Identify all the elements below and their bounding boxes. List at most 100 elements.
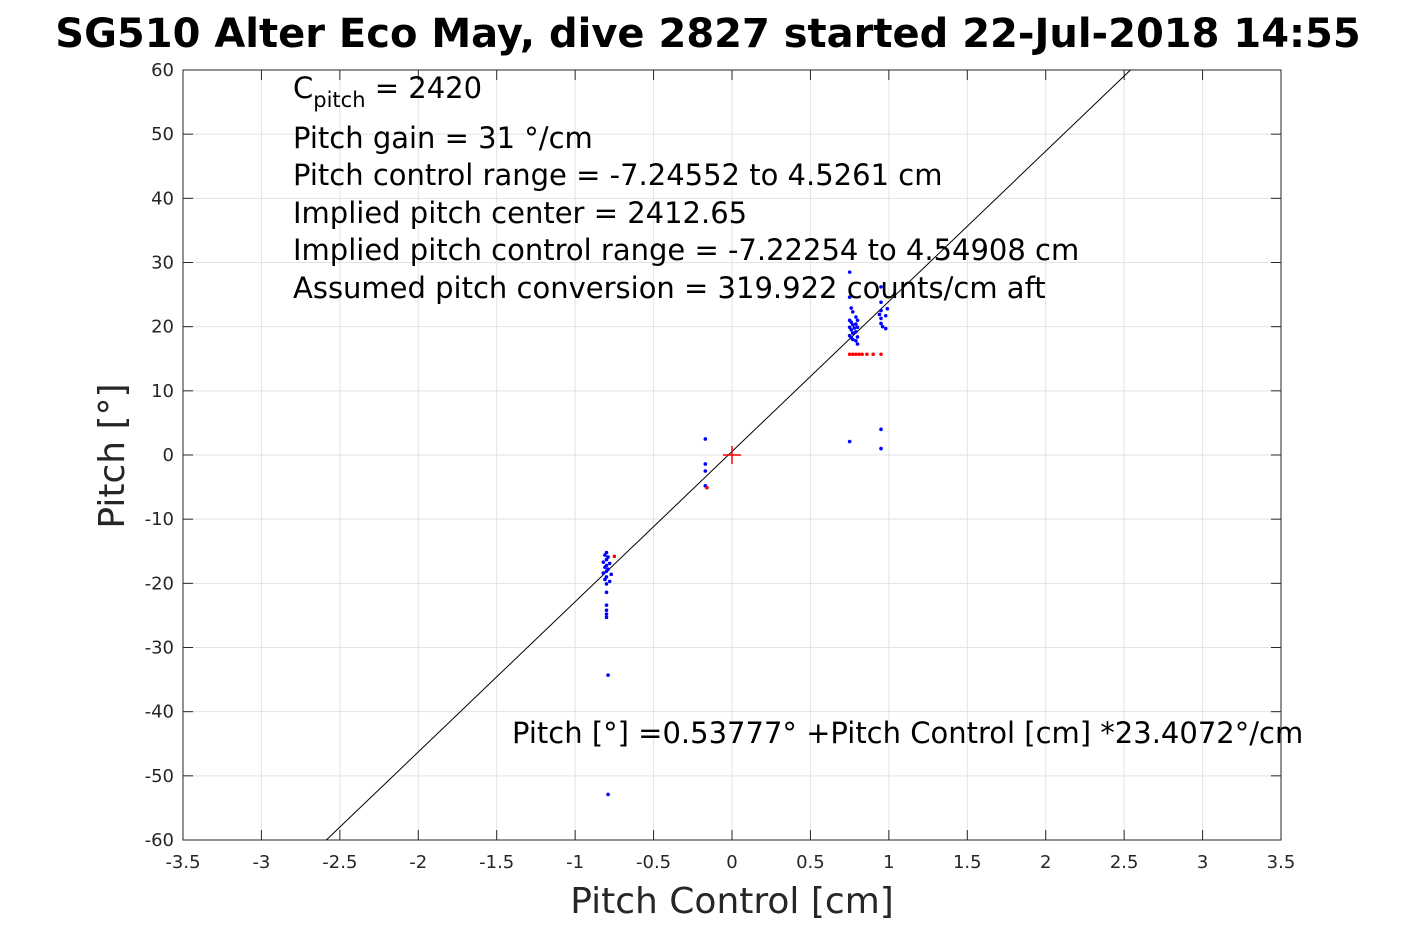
data-point (879, 285, 883, 289)
data-point (879, 352, 883, 357)
axis-ticks: -3.5 -3 -2.5 -2 -1.5 -1 -0.5 0 0.5 1 1.5 2 2.5 3 3.5 -6… (145, 60, 1296, 873)
data-point (847, 270, 852, 274)
x-tick-label: 2 (1040, 852, 1051, 873)
data-point (604, 612, 609, 616)
y-tick-label: -50 (145, 766, 174, 787)
data-point (879, 446, 883, 451)
data-point (703, 462, 708, 466)
c-pitch-value: = 2420 (366, 71, 483, 105)
data-point (852, 326, 857, 330)
data-point (855, 325, 860, 330)
data-point (883, 326, 888, 331)
data-point (703, 437, 708, 441)
x-tick-label: -1 (566, 852, 584, 873)
data-point (607, 579, 612, 584)
data-point (857, 352, 861, 357)
data-point (606, 792, 610, 797)
pitch-control-range-annotation: Pitch control range = -7.24552 to 4.5261… (293, 158, 942, 192)
data-point (847, 295, 852, 299)
data-point (879, 427, 883, 432)
data-point (855, 335, 860, 339)
y-tick-label: 30 (151, 253, 174, 274)
y-tick-label: -30 (145, 638, 174, 659)
data-point (865, 352, 869, 357)
x-tick-label: -0.5 (636, 852, 671, 873)
data-point (604, 590, 609, 595)
x-tick-label: 1 (883, 852, 894, 873)
data-point (601, 560, 606, 564)
x-tick-label: 3 (1197, 852, 1208, 873)
x-tick-label: 0.5 (796, 852, 825, 873)
grid (182, 69, 1282, 841)
x-tick-label: -2 (409, 852, 427, 873)
data-point (879, 321, 883, 326)
x-tick-label: 2.5 (1110, 852, 1139, 873)
c-pitch-annotation: Cpitch = 2420 (293, 71, 482, 112)
data-point (603, 553, 607, 557)
data-point (606, 673, 610, 677)
data-point (603, 577, 607, 582)
data-points (601, 270, 890, 797)
data-point (879, 316, 883, 321)
data-point (854, 338, 858, 343)
y-tick-label: -10 (145, 509, 174, 530)
data-point (849, 328, 854, 332)
data-point (860, 352, 864, 357)
y-tick-label: -60 (145, 830, 174, 851)
data-point (883, 313, 888, 318)
x-tick-label: -2.5 (322, 852, 357, 873)
x-tick-label: 1.5 (953, 852, 982, 873)
data-point (603, 565, 607, 570)
data-point (604, 603, 609, 607)
data-point (850, 331, 855, 335)
data-point (847, 439, 852, 444)
data-point (604, 569, 609, 573)
data-point (604, 557, 609, 562)
implied-pitch-control-range-annotation: Implied pitch control range = -7.22254 t… (293, 233, 1079, 267)
data-point (703, 469, 708, 473)
chart-title: SG510 Alter Eco May, dive 2827 started 2… (55, 11, 1360, 57)
pitch-conversion-annotation: Assumed pitch conversion = 319.922 count… (293, 271, 1046, 305)
c-pitch-subscript: pitch (313, 88, 365, 112)
data-point (601, 571, 606, 575)
y-tick-label: 60 (151, 60, 174, 81)
data-point (855, 342, 860, 346)
data-point (880, 324, 885, 329)
data-point (604, 608, 609, 613)
y-tick-label: 40 (151, 188, 174, 209)
pitch-gain-annotation: Pitch gain = 31 °/cm (293, 121, 593, 155)
x-tick-label: 3.5 (1267, 852, 1296, 873)
x-tick-label: 0 (726, 852, 737, 873)
data-point (879, 300, 883, 305)
y-tick-label: 20 (151, 317, 174, 338)
data-point (609, 572, 614, 577)
data-point (854, 352, 858, 357)
data-point (604, 615, 609, 620)
data-point (854, 315, 858, 319)
x-tick-label: -1.5 (479, 852, 514, 873)
y-tick-label: 10 (151, 381, 174, 402)
y-tick-label: 0 (163, 445, 174, 466)
fit-equation-annotation: Pitch [°] =0.53777° +Pitch Control [cm] … (512, 716, 1303, 750)
data-point (850, 310, 855, 314)
implied-pitch-center-annotation: Implied pitch center = 2412.65 (293, 196, 747, 230)
c-pitch-main: C (293, 71, 313, 105)
data-point (885, 306, 890, 311)
y-tick-label: -20 (145, 573, 174, 594)
data-point (854, 330, 858, 334)
y-tick-label: -40 (145, 702, 174, 723)
data-point (850, 337, 855, 342)
y-axis-label: Pitch [°] (92, 383, 133, 528)
data-point (877, 312, 882, 317)
data-point (612, 554, 617, 559)
data-point (871, 352, 875, 357)
data-point (879, 308, 883, 313)
data-point (705, 485, 709, 490)
x-tick-label: -3 (252, 852, 270, 873)
data-point (850, 352, 855, 357)
data-point (850, 322, 855, 327)
data-point (849, 306, 854, 310)
y-tick-label: 50 (151, 124, 174, 145)
